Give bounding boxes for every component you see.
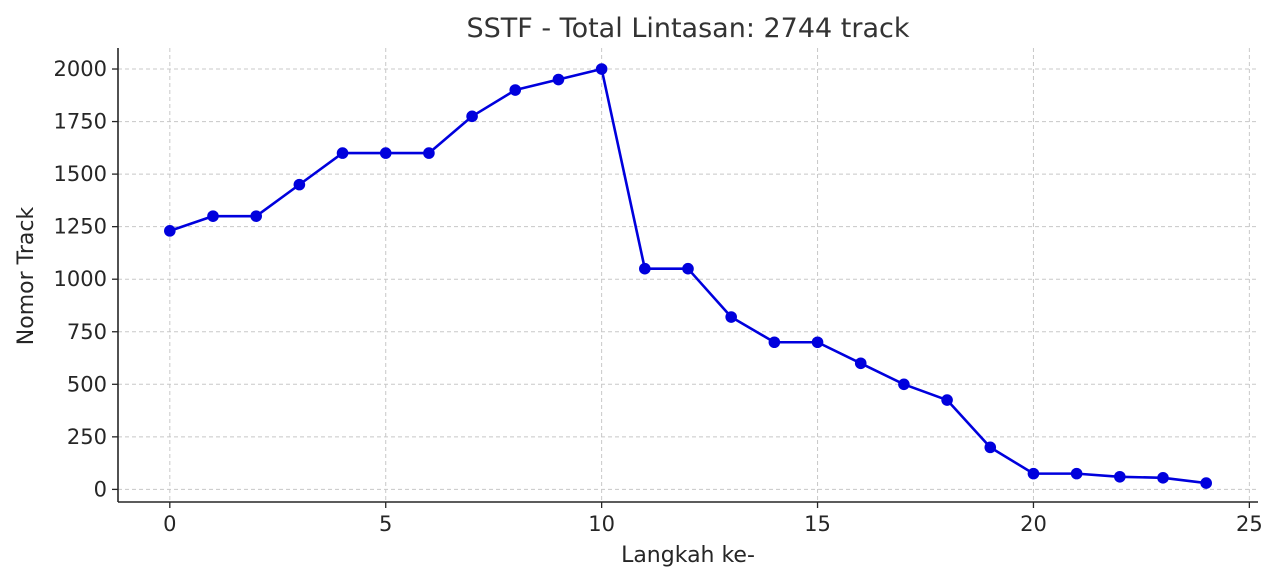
y-tick-label: 1500 <box>54 162 107 186</box>
x-tick-label: 25 <box>1236 512 1263 536</box>
x-tick-label: 10 <box>588 512 615 536</box>
data-point <box>293 178 306 191</box>
data-point <box>639 262 651 275</box>
grid-layer <box>118 48 1258 502</box>
data-point <box>941 394 953 406</box>
data-point <box>207 210 219 222</box>
x-tick-label: 20 <box>1020 512 1047 536</box>
data-point <box>725 311 737 323</box>
data-point <box>898 378 910 391</box>
data-point <box>1200 477 1212 489</box>
data-point <box>552 73 565 86</box>
x-tick-label: 15 <box>804 512 831 536</box>
y-tick-label: 0 <box>94 477 107 501</box>
y-tick-label: 1000 <box>54 267 107 291</box>
data-point <box>854 357 867 370</box>
y-tick-label: 1250 <box>54 215 107 239</box>
series-layer <box>164 63 1212 489</box>
data-point <box>811 336 824 349</box>
y-tick-label: 250 <box>67 425 107 449</box>
data-point <box>423 147 435 159</box>
data-point <box>595 63 608 75</box>
series-line <box>169 67 1207 485</box>
y-axis-title: Nomor Track <box>14 207 39 346</box>
y-tick-label: 750 <box>67 320 107 344</box>
data-point <box>250 210 262 222</box>
y-tick-label: 1750 <box>54 110 107 134</box>
x-tick-label: 0 <box>163 512 176 536</box>
y-tick-label: 2000 <box>54 57 107 81</box>
data-point <box>984 441 997 454</box>
data-point <box>1070 467 1083 480</box>
data-point <box>164 225 176 237</box>
data-point <box>379 147 392 159</box>
data-point <box>509 84 522 96</box>
axis-spines <box>117 48 1258 503</box>
data-point <box>1157 472 1169 484</box>
data-point <box>336 147 349 159</box>
x-tick-label: 5 <box>379 512 392 536</box>
y-tick-label: 500 <box>67 372 107 396</box>
x-axis-title: Langkah ke- <box>621 543 755 568</box>
data-point <box>768 336 781 349</box>
data-point <box>1027 467 1040 480</box>
data-point <box>466 110 478 123</box>
data-point <box>682 262 694 275</box>
chart-title: SSTF - Total Lintasan: 2744 track <box>466 13 909 44</box>
data-point <box>1114 470 1126 483</box>
